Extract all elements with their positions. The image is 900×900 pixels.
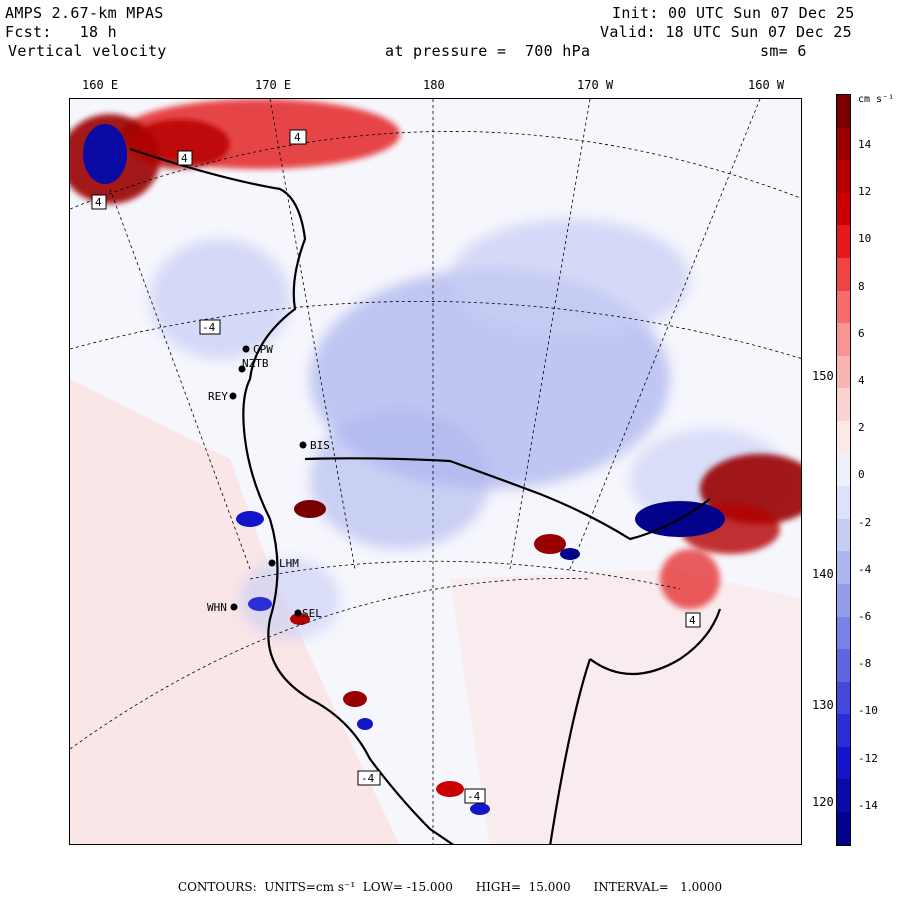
colorbar-cell [837, 681, 850, 715]
colorbar [836, 94, 851, 846]
extremum-label: -4 [202, 321, 216, 334]
extremum-label: 4 [294, 131, 301, 144]
colorbar-cell [837, 518, 850, 552]
station-label-whn: WHN [207, 601, 227, 614]
weak-ascent-region-east [450, 569, 801, 844]
colorbar-cell [837, 257, 850, 291]
station-label-bis: BIS [310, 439, 330, 452]
model-title: AMPS 2.67-km MPAS [5, 4, 164, 22]
colorbar-cell [837, 127, 850, 161]
lon-label-160e: 160 E [82, 78, 119, 92]
station-label-cpw: CPW [253, 343, 273, 356]
colorbar-tick-label: -12 [858, 751, 878, 765]
colorbar-tick-label: -14 [858, 798, 878, 812]
colorbar-cell [837, 225, 850, 258]
extremum-box [289, 129, 307, 145]
init-time: Init: 00 UTC Sun 07 Dec 25 [612, 4, 855, 22]
colorbar-tick-label: -4 [858, 562, 872, 576]
colorbar-units: cm s⁻¹ [858, 94, 895, 105]
lon-label-180: 180 [423, 78, 445, 92]
colorbar-tick-label: 4 [858, 374, 865, 387]
station-label-nztb: NZTB [242, 357, 269, 370]
lon-label-170e: 170 E [255, 78, 292, 92]
extremum-box [357, 770, 381, 786]
lon-label-170w: 170 W [577, 78, 614, 92]
colorbar-tick-label: 12 [858, 185, 872, 199]
extremum-label: 4 [95, 196, 102, 209]
station-marker-cpw [242, 345, 250, 353]
colorbar-cell [837, 486, 850, 519]
colorbar-cell [837, 290, 850, 324]
colorbar-cell [837, 746, 850, 780]
strong-descent-northwest [83, 124, 127, 184]
colorbar-cell [837, 323, 850, 356]
lon-label-160w: 160 W [748, 78, 785, 92]
forecast-hour: Fcst: 18 h [5, 23, 117, 41]
station-label-rey: REY [208, 390, 228, 403]
colorbar-tick-label: -8 [858, 657, 872, 671]
colorbar-tick-label: 0 [858, 468, 865, 482]
weak-ascent-region-west [70, 379, 400, 844]
colorbar-tick-label: 2 [858, 421, 865, 435]
station-marker-nztb [238, 365, 246, 373]
extremum-box [91, 194, 107, 210]
colorbar-cell [837, 714, 850, 747]
smoothing: sm= 6 [760, 42, 807, 60]
colorbar-tick-label: -10 [858, 704, 878, 718]
colorbar-tick-label: 10 [858, 232, 872, 246]
contour-info: CONTOURS: UNITS=cm s⁻¹ LOW= -15.000 HIGH… [177, 880, 723, 894]
station-marker-whn [230, 603, 238, 611]
station-marker-sel [294, 609, 302, 617]
extremum-box [199, 319, 221, 335]
extremum-box [685, 612, 701, 628]
valid-time: Valid: 18 UTC Sun 07 Dec 25 [600, 23, 852, 41]
extremum-label: 4 [689, 614, 696, 627]
colorbar-tick-label: -6 [858, 610, 872, 623]
colorbar-tick-label: 6 [858, 326, 865, 340]
extremum-label: -4 [467, 790, 481, 803]
colorbar-cell [837, 616, 850, 650]
graticule [70, 99, 801, 844]
map-canvas: CPW NZTB REY BIS LHM WHN SEL 4 4 4 -4 -4… [70, 99, 801, 844]
extremum-box [177, 150, 193, 166]
mountain-wave-couplets [236, 500, 580, 815]
colorbar-cell [837, 355, 850, 389]
station-marker-rey [229, 392, 237, 400]
colorbar-tick-label: 8 [858, 279, 865, 293]
station-marker-lhm [268, 559, 276, 567]
colorbar-cell [837, 160, 850, 193]
pressure-level: at pressure = 700 hPa [385, 42, 591, 60]
extremum-box [464, 788, 486, 804]
colorbar-cell [837, 420, 850, 454]
vertical-velocity-map: CPW NZTB REY BIS LHM WHN SEL 4 4 4 -4 -4… [69, 98, 802, 845]
colorbar-tick-label: -2 [858, 515, 872, 529]
station-marker-bis [299, 441, 307, 449]
station-markers [229, 345, 307, 617]
field-name: Vertical velocity [8, 42, 167, 60]
colorbar-cell [837, 812, 850, 845]
station-label-sel: SEL [302, 607, 322, 620]
station-label-lhm: LHM [279, 557, 299, 570]
colorbar-cell [837, 583, 850, 617]
colorbar-cell [837, 192, 850, 226]
colorbar-cell [837, 649, 850, 682]
colorbar-cell [837, 95, 850, 128]
extremum-label: -4 [361, 772, 375, 785]
colorbar-tick-label: 14 [858, 138, 872, 151]
colorbar-cell [837, 388, 850, 421]
colorbar-cell [837, 551, 850, 584]
colorbar-cell [837, 779, 850, 813]
coastline [129, 147, 722, 844]
extremum-label: 4 [181, 152, 188, 165]
colorbar-cell [837, 453, 850, 487]
